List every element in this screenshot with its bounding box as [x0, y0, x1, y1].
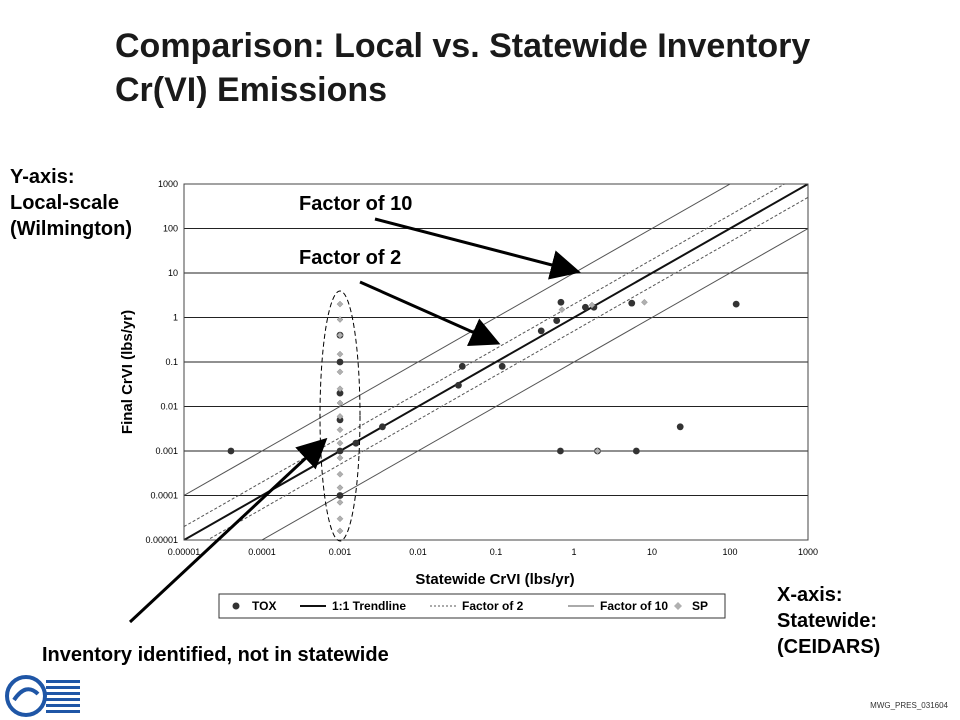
tick-labels: 0.00001 0.0001 0.001 0.01 0.1 1 10 100 1000 0.000…	[145, 179, 818, 557]
arrow-factor-10	[374, 217, 581, 280]
tox-point	[537, 327, 545, 335]
y-tick-label: 10	[168, 268, 178, 278]
sp-point	[558, 306, 566, 314]
legend-symbol-diamond	[674, 602, 682, 610]
reference-line	[184, 184, 732, 496]
sp-point	[336, 300, 344, 308]
tox-point	[336, 492, 344, 499]
reference-line	[260, 228, 808, 540]
y-note-line: Y-axis:	[10, 166, 75, 188]
inventory-ellipse	[319, 290, 361, 542]
sp-point	[336, 426, 344, 434]
tox-point	[336, 447, 344, 455]
tox-point	[498, 362, 506, 370]
y-axis-note: Y-axis: Local-scale (Wilmington)	[10, 164, 132, 242]
reference-lines	[184, 184, 808, 540]
x-tick-label: 10	[647, 547, 657, 557]
sp-point	[641, 298, 648, 306]
x-tick-label: 1000	[798, 547, 818, 557]
slide-title: Comparison: Local vs. Statewide Inventor…	[115, 24, 810, 112]
x-tick-label: 0.1	[490, 547, 503, 557]
plot-frame	[183, 183, 809, 541]
tox-point	[336, 416, 344, 424]
tox-point	[557, 447, 564, 455]
x-tick-label: 0.01	[409, 547, 427, 557]
tox-point	[553, 317, 561, 325]
tox-point	[336, 358, 344, 366]
y-tick-label: 0.001	[155, 446, 178, 456]
legend: TOX 1:1 Trendline Factor of 2 Factor of 10 S…	[218, 593, 726, 619]
tox-point	[557, 298, 565, 306]
x-note-line: X-axis:	[777, 584, 843, 606]
data-points	[227, 298, 740, 535]
sp-point	[336, 515, 344, 523]
reference-line	[184, 184, 786, 528]
x-axis-note: X-axis: Statewide: (CEIDARS)	[777, 582, 880, 660]
tox-point	[352, 439, 360, 447]
y-tick-label: 0.0001	[150, 491, 178, 501]
y-tick-label: 1000	[158, 179, 178, 189]
sp-point	[336, 454, 344, 462]
sp-point	[336, 385, 344, 393]
y-tick-label: 0.01	[160, 402, 178, 412]
y-axis-title: Final CrVI (lbs/yr)	[119, 310, 136, 434]
x-tick-label: 0.001	[329, 547, 352, 557]
agency-logo	[5, 675, 80, 717]
sp-point	[336, 499, 344, 506]
legend-label: Factor of 2	[462, 599, 524, 613]
title-line-2: Cr(VI) Emissions	[115, 71, 388, 109]
tox-point	[379, 423, 386, 431]
tox-point	[336, 389, 344, 397]
tox-point	[455, 381, 462, 389]
tox-point	[632, 447, 640, 455]
x-tick-label: 1	[571, 547, 576, 557]
y-tick-label: 100	[163, 224, 178, 234]
x-axis-title: Statewide CrVI (lbs/yr)	[415, 571, 574, 588]
legend-label: 1:1 Trendline	[332, 599, 406, 613]
x-note-line: (CEIDARS)	[777, 636, 881, 658]
tox-point	[227, 447, 235, 455]
sp-point	[336, 350, 344, 358]
footer-code: MWG_PRES_031604	[870, 701, 948, 710]
tox-point	[458, 362, 466, 370]
tox-point	[676, 423, 684, 431]
y-tick-label: 0.00001	[145, 535, 178, 545]
sp-point	[336, 413, 344, 420]
y-tick-label: 0.1	[165, 357, 178, 367]
tox-point	[628, 299, 636, 307]
legend-label: SP	[692, 599, 708, 613]
y-tick-label: 1	[173, 313, 178, 323]
tox-point	[581, 303, 589, 311]
x-tick-label: 100	[722, 547, 737, 557]
legend-symbol-dot	[232, 602, 240, 610]
sp-point	[336, 470, 344, 478]
title-line-1: Comparison: Local vs. Statewide Inventor…	[115, 27, 811, 65]
sp-point	[336, 527, 344, 535]
x-note-line: Statewide:	[777, 610, 878, 632]
callout-factor-2: Factor of 2	[299, 247, 402, 269]
reference-line	[184, 184, 808, 540]
callout-inventory: Inventory identified, not in statewide	[42, 644, 389, 666]
sp-point	[336, 439, 344, 447]
y-note-line: (Wilmington)	[10, 218, 133, 240]
legend-label: TOX	[252, 599, 276, 613]
x-tick-label: 0.00001	[168, 547, 201, 557]
tox-point	[732, 300, 740, 308]
arrow-inventory	[128, 437, 328, 624]
arrow-factor-2	[359, 280, 501, 346]
sp-point	[588, 301, 596, 309]
callout-factor-10: Factor of 10	[299, 193, 413, 215]
sp-point	[336, 316, 344, 323]
x-tick-label: 0.0001	[248, 547, 276, 557]
sp-point	[594, 447, 601, 455]
sp-point	[336, 331, 344, 339]
y-note-line: Local-scale	[10, 192, 119, 214]
sp-point	[336, 484, 344, 492]
sp-point	[336, 368, 344, 376]
sp-point	[336, 399, 344, 407]
legend-label: Factor of 10	[600, 599, 668, 613]
